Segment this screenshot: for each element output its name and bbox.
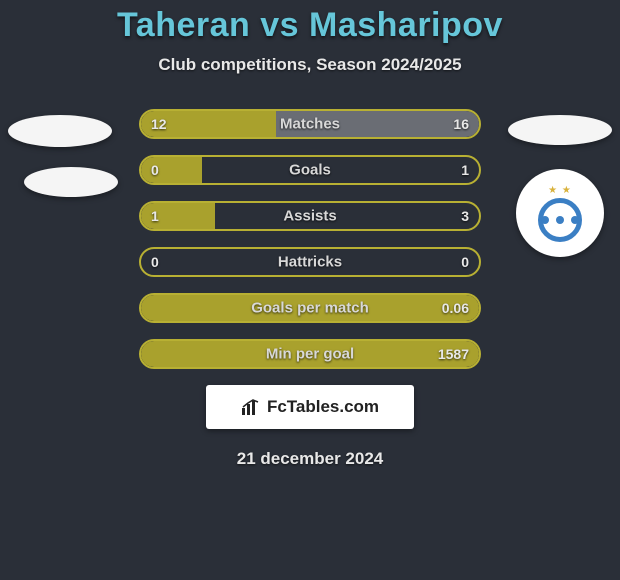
stat-row: Assists 1 3 [139, 201, 481, 231]
page-title: Taheran vs Masharipov [0, 6, 620, 45]
comparison-card: Taheran vs Masharipov Club competitions,… [0, 0, 620, 580]
stat-value-right: 16 [453, 116, 469, 132]
stat-value-right: 1587 [438, 346, 469, 362]
player2-club-badge: ★ ★ [516, 169, 604, 257]
stat-row: Goals 0 1 [139, 155, 481, 185]
stat-value-right: 3 [461, 208, 469, 224]
stat-label: Min per goal [266, 346, 354, 363]
stat-row: Min per goal 1587 [139, 339, 481, 369]
date-label: 21 december 2024 [0, 449, 620, 469]
stat-label: Goals [289, 162, 331, 179]
stat-value-left: 0 [151, 162, 159, 178]
stat-value-left: 1 [151, 208, 159, 224]
brand-text: FcTables.com [267, 397, 379, 417]
stat-rows: Matches1216Goals01Assists13Hattricks00Go… [139, 109, 481, 369]
stat-label: Matches [280, 116, 340, 133]
brand-chart-icon [241, 398, 261, 416]
player2-photo-1 [508, 115, 612, 145]
stat-row: Matches 12 16 [139, 109, 481, 139]
club-ring-icon [538, 198, 582, 242]
stat-row: Hattricks 0 0 [139, 247, 481, 277]
stat-label: Goals per match [251, 300, 369, 317]
stat-label: Hattricks [278, 254, 342, 271]
page-subtitle: Club competitions, Season 2024/2025 [0, 55, 620, 75]
stats-area: ★ ★ Matches 12 16 Goals 0 1 Assists 1 3 Hattricks… [0, 109, 620, 369]
stat-label: Assists [283, 208, 336, 225]
stat-value-right: 0.06 [442, 300, 469, 316]
stat-row: Goals per match 0.06 [139, 293, 481, 323]
stat-value-left: 0 [151, 254, 159, 270]
player1-photo-2 [24, 167, 118, 197]
club-stars-icon: ★ ★ [548, 185, 572, 196]
player1-photo-1 [8, 115, 112, 147]
stat-value-right: 1 [461, 162, 469, 178]
stat-value-left: 12 [151, 116, 167, 132]
stat-value-right: 0 [461, 254, 469, 270]
brand-badge: FcTables.com [206, 385, 414, 429]
